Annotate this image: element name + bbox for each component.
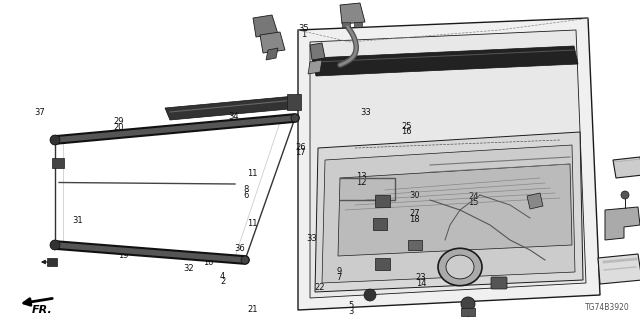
Polygon shape (308, 60, 322, 74)
Text: 11: 11 (248, 219, 258, 228)
Polygon shape (613, 157, 640, 178)
Circle shape (291, 114, 299, 122)
Polygon shape (298, 18, 600, 310)
Text: 22: 22 (315, 284, 325, 292)
Bar (342, 22, 350, 27)
Text: 36: 36 (235, 244, 245, 252)
Circle shape (364, 289, 376, 301)
Polygon shape (322, 145, 575, 283)
Circle shape (50, 240, 60, 250)
Text: 33: 33 (361, 108, 371, 116)
Circle shape (241, 256, 249, 264)
Text: 28: 28 (118, 246, 128, 255)
Polygon shape (598, 254, 640, 284)
Circle shape (50, 135, 60, 145)
Polygon shape (375, 258, 390, 270)
Text: 6: 6 (244, 191, 249, 200)
Circle shape (461, 297, 475, 311)
Text: 17: 17 (296, 148, 306, 157)
Polygon shape (310, 43, 325, 60)
Polygon shape (338, 164, 572, 256)
Bar (354, 22, 362, 27)
Text: 4: 4 (220, 272, 225, 281)
Text: 24: 24 (468, 192, 479, 201)
Text: 7: 7 (337, 273, 342, 282)
Polygon shape (260, 32, 285, 53)
Text: 20: 20 (113, 123, 124, 132)
Text: 34: 34 (228, 112, 239, 121)
Text: 26: 26 (296, 143, 306, 152)
Text: 13: 13 (356, 172, 367, 181)
Polygon shape (310, 30, 586, 298)
Polygon shape (375, 195, 390, 207)
Text: 1: 1 (301, 30, 307, 39)
Polygon shape (312, 46, 578, 76)
Text: 21: 21 (248, 305, 258, 314)
Text: 18: 18 (410, 215, 420, 224)
Text: 10: 10 (203, 258, 213, 267)
Text: 2: 2 (220, 277, 225, 286)
Text: 11: 11 (248, 169, 258, 178)
Polygon shape (340, 3, 365, 24)
Text: 33: 33 (307, 234, 317, 243)
Text: 14: 14 (416, 279, 426, 288)
Text: 37: 37 (35, 108, 45, 117)
Text: 15: 15 (468, 198, 479, 207)
Text: FR.: FR. (32, 305, 52, 315)
Text: 8: 8 (244, 185, 249, 194)
Polygon shape (315, 132, 583, 292)
Text: 23: 23 (416, 273, 426, 282)
Polygon shape (253, 15, 278, 37)
Bar (461, 308, 475, 316)
Polygon shape (266, 48, 278, 60)
Text: 19: 19 (118, 252, 128, 260)
Text: 25: 25 (401, 122, 412, 131)
Bar (52, 158, 64, 168)
Text: 32: 32 (184, 264, 194, 273)
Ellipse shape (446, 255, 474, 279)
FancyBboxPatch shape (287, 94, 301, 110)
Polygon shape (605, 207, 640, 240)
FancyBboxPatch shape (491, 277, 507, 289)
Text: 9: 9 (337, 268, 342, 276)
Text: 29: 29 (113, 117, 124, 126)
Polygon shape (165, 96, 300, 120)
Ellipse shape (438, 248, 482, 286)
Text: 12: 12 (356, 178, 367, 187)
Text: 3: 3 (348, 307, 353, 316)
Bar (47, 258, 57, 266)
Text: 30: 30 (410, 191, 420, 200)
Polygon shape (527, 193, 543, 209)
Text: 27: 27 (410, 209, 420, 218)
Text: 35: 35 (299, 24, 309, 33)
Text: 5: 5 (348, 301, 353, 310)
Text: 31: 31 (73, 216, 83, 225)
Bar (373, 218, 387, 230)
Circle shape (621, 191, 629, 199)
Text: 16: 16 (401, 127, 412, 136)
Bar (408, 240, 422, 250)
Text: TG74B3920: TG74B3920 (585, 303, 630, 312)
